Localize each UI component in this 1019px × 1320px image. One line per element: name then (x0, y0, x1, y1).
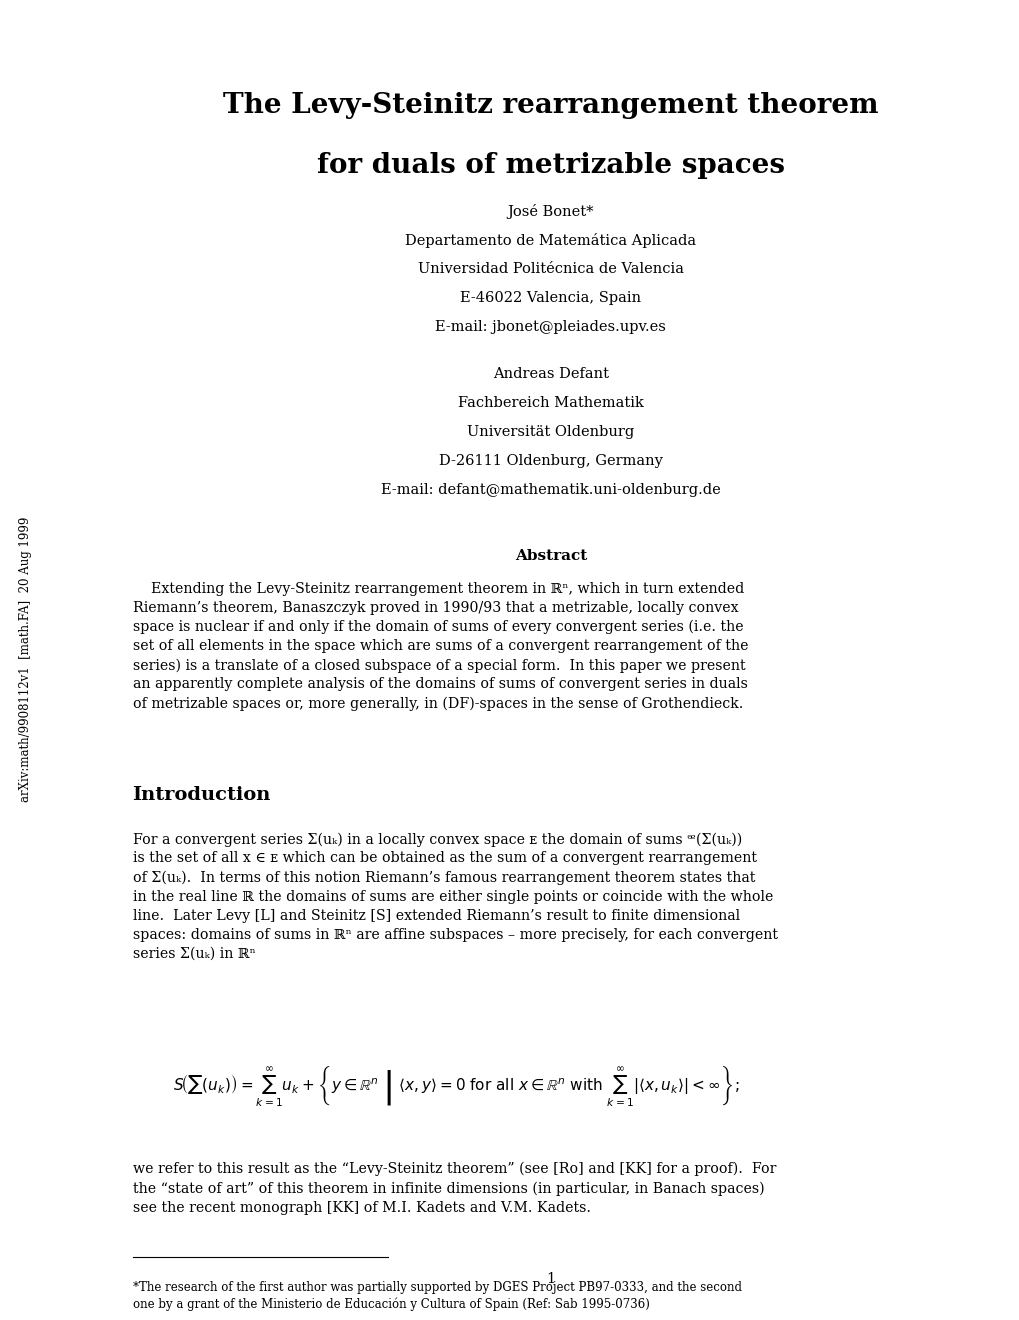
Text: 1: 1 (546, 1271, 554, 1286)
Text: Universität Oldenburg: Universität Oldenburg (467, 425, 634, 438)
Text: José Bonet*: José Bonet* (507, 205, 593, 219)
Text: *The research of the first author was partially supported by DGES Project PB97-0: *The research of the first author was pa… (132, 1280, 741, 1311)
Text: E-mail: defant@mathematik.uni-oldenburg.de: E-mail: defant@mathematik.uni-oldenburg.… (380, 483, 720, 496)
Text: For a convergent series Σ(uₖ) in a locally convex space ᴇ the domain of sums ᵆ(Σ: For a convergent series Σ(uₖ) in a local… (132, 832, 776, 961)
Text: E-46022 Valencia, Spain: E-46022 Valencia, Spain (460, 292, 641, 305)
Text: The Levy-Steinitz rearrangement theorem: The Levy-Steinitz rearrangement theorem (223, 92, 877, 119)
Text: Introduction: Introduction (132, 785, 271, 804)
Text: Universidad Politécnica de Valencia: Universidad Politécnica de Valencia (418, 263, 683, 276)
Text: Extending the Levy-Steinitz rearrangement theorem in ℝⁿ, which in turn extended
: Extending the Levy-Steinitz rearrangemen… (132, 582, 747, 711)
Text: for duals of metrizable spaces: for duals of metrizable spaces (317, 152, 784, 178)
Text: D-26111 Oldenburg, Germany: D-26111 Oldenburg, Germany (438, 454, 662, 467)
Text: Fachbereich Mathematik: Fachbereich Mathematik (458, 396, 643, 409)
Text: E-mail: jbonet@pleiades.upv.es: E-mail: jbonet@pleiades.upv.es (435, 321, 665, 334)
Text: $S\!\left(\sum(u_k)\right) = \sum_{k=1}^{\infty} u_k + \left\{y \in \mathbb{R}^n: $S\!\left(\sum(u_k)\right) = \sum_{k=1}^… (173, 1063, 739, 1107)
Text: Andreas Defant: Andreas Defant (492, 367, 608, 380)
Text: we refer to this result as the “Levy-Steinitz theorem” (see [Ro] and [KK] for a : we refer to this result as the “Levy-Ste… (132, 1162, 775, 1214)
Text: Departamento de Matemática Aplicada: Departamento de Matemática Aplicada (405, 234, 696, 248)
Text: Abstract: Abstract (515, 549, 586, 562)
Text: arXiv:math/9908112v1  [math.FA]  20 Aug 1999: arXiv:math/9908112v1 [math.FA] 20 Aug 19… (19, 516, 32, 803)
